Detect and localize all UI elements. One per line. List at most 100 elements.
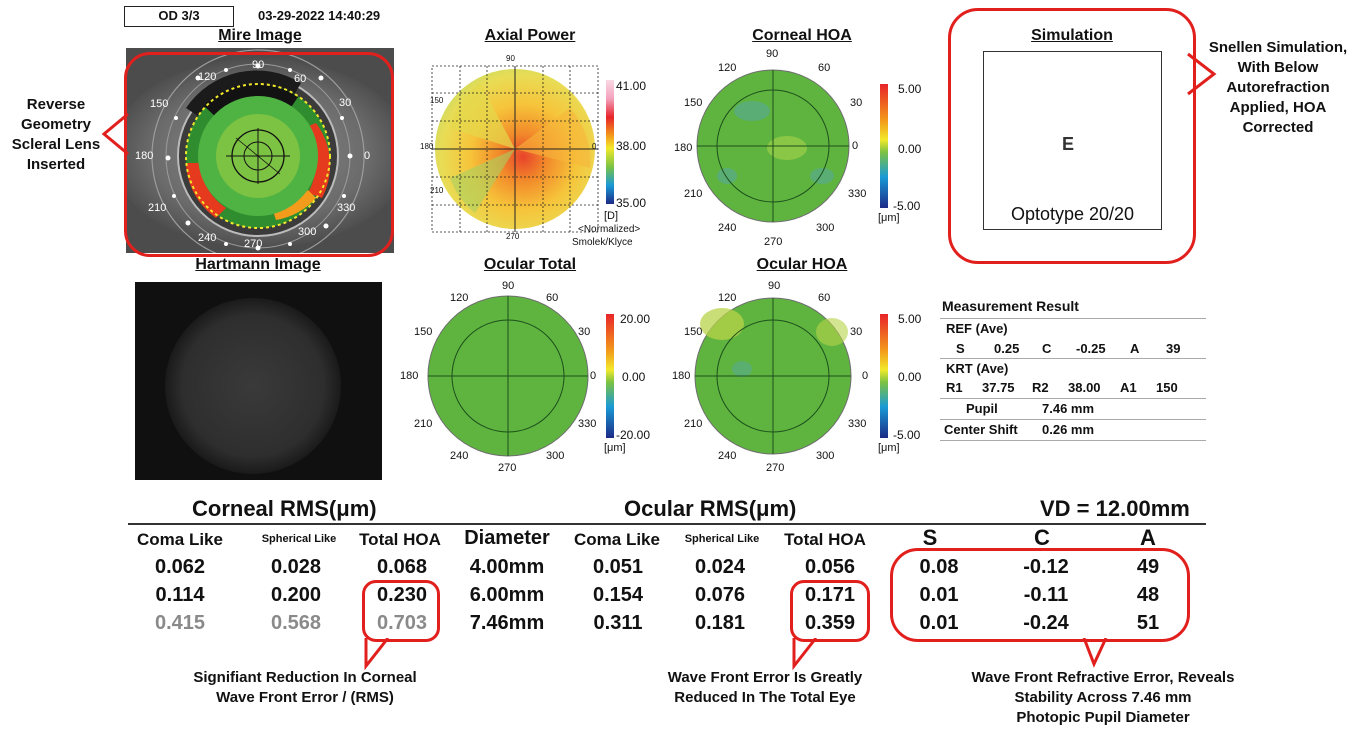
mr-divider-2 <box>940 358 1206 359</box>
ref-a-value: 39 <box>1166 341 1181 356</box>
chn-90: 90 <box>766 48 779 60</box>
r1-c: -0.12 <box>1023 556 1069 578</box>
r1-diameter: 4.00mm <box>469 556 545 578</box>
ocular-hoa-title: Ocular HOA <box>756 256 848 273</box>
otl-90: 90 <box>502 280 515 292</box>
mire-label-150: 150 <box>150 98 169 110</box>
total-eye-callout: Wave Front Error Is Greatly Reduced In T… <box>667 669 863 706</box>
r3-ocoma: 0.311 <box>593 612 643 634</box>
krt-r1-value: 37.75 <box>982 380 1015 395</box>
r3-total: 0.703 <box>376 612 428 634</box>
mire-label-30: 30 <box>339 97 352 109</box>
r3-a: 51 <box>1136 612 1160 634</box>
otl-60: 60 <box>546 292 559 304</box>
ohl-60: 60 <box>818 292 831 304</box>
ocular-hoa-scale-top: 5.00 <box>898 312 922 326</box>
ohl-180: 180 <box>672 370 691 382</box>
col-spherical-like: Spherical Like <box>261 533 337 545</box>
corneal-reduction-callout: Signifiant Reduction In Corneal Wave Fro… <box>193 669 417 706</box>
corneal-hoa-scale-bar <box>880 84 888 208</box>
otl-300: 300 <box>546 450 565 462</box>
otl-330: 330 <box>578 418 597 430</box>
r2-coma: 0.114 <box>155 584 205 606</box>
axial-scale-bar <box>606 80 614 204</box>
r1-a: 49 <box>1136 556 1160 578</box>
ocular-callout-pointer <box>792 638 818 670</box>
refractive-stability-callout: Wave Front Refractive Error, Reveals Sta… <box>971 669 1235 726</box>
chn-60: 60 <box>818 62 831 74</box>
eye-label: OD 3/3 <box>124 6 234 27</box>
chn-240: 240 <box>718 222 737 234</box>
ocular-total-map <box>420 284 600 464</box>
corneal-hoa-map <box>692 56 872 236</box>
axl-0: 0 <box>592 142 597 151</box>
refraction-highlight <box>890 548 1190 642</box>
chn-270: 270 <box>764 236 783 248</box>
ocular-total-hoa-highlight <box>790 580 870 642</box>
axial-scale-unit: [D] <box>604 210 619 222</box>
r1-coma: 0.062 <box>154 556 206 578</box>
ohl-330: 330 <box>848 418 867 430</box>
hartmann-image <box>135 282 382 480</box>
ocular-total-title: Ocular Total <box>483 256 577 273</box>
krt-r1-label: R1 <box>946 380 963 395</box>
ocular-total-scale-top: 20.00 <box>620 312 651 326</box>
hartmann-image-title: Hartmann Image <box>195 256 321 273</box>
pupil-label: Pupil <box>966 401 998 416</box>
col-total-hoa: Total HOA <box>359 530 441 549</box>
r3-ospherical: 0.181 <box>694 612 746 634</box>
vd-heading: VD = 12.00mm <box>1040 496 1190 521</box>
col-c: C <box>1034 525 1050 550</box>
r3-ototal: 0.359 <box>804 612 856 634</box>
col-a: A <box>1140 525 1156 550</box>
center-shift-value: 0.26 mm <box>1042 422 1095 437</box>
chn-150: 150 <box>684 97 703 109</box>
r2-ospherical: 0.076 <box>694 584 746 606</box>
ohl-270: 270 <box>766 462 785 474</box>
r2-ototal: 0.171 <box>804 584 856 606</box>
r1-ocoma: 0.051 <box>592 556 644 578</box>
r3-spherical: 0.568 <box>270 612 322 634</box>
ohl-0: 0 <box>862 370 869 382</box>
mire-label-180: 180 <box>135 150 154 162</box>
ohl-90: 90 <box>768 280 781 292</box>
mire-label-0: 0 <box>364 150 371 162</box>
otl-150: 150 <box>414 326 433 338</box>
mire-label-240: 240 <box>198 232 217 244</box>
ohl-150: 150 <box>684 326 703 338</box>
mire-image <box>126 48 394 253</box>
chn-180: 180 <box>674 142 693 154</box>
r1-spherical: 0.028 <box>270 556 322 578</box>
axl-270: 270 <box>506 232 520 241</box>
r3-diameter: 7.46mm <box>469 612 545 634</box>
axial-scale-mid: 38.00 <box>616 139 647 153</box>
otl-240: 240 <box>450 450 469 462</box>
r2-ocoma: 0.154 <box>592 584 644 606</box>
mire-highlight-box <box>124 52 394 257</box>
mr-divider-5 <box>940 440 1206 441</box>
chn-120: 120 <box>718 62 737 74</box>
ocular-total-scale-mid: 0.00 <box>622 370 646 384</box>
r2-spherical: 0.200 <box>270 584 322 606</box>
axial-power-map <box>420 48 620 248</box>
corneal-hoa-scale-unit: [μm] <box>878 212 900 224</box>
axl-90: 90 <box>506 54 515 63</box>
r1-ototal: 0.056 <box>804 556 856 578</box>
chn-300: 300 <box>816 222 835 234</box>
ocular-total-scale-bar <box>606 314 614 438</box>
r2-c: -0.11 <box>1023 584 1069 606</box>
mire-image-title: Mire Image <box>218 27 302 44</box>
center-shift-label: Center Shift <box>944 422 1018 437</box>
col-s: S <box>922 525 938 550</box>
krt-ave-label: KRT (Ave) <box>946 361 1009 376</box>
chn-0: 0 <box>852 140 859 152</box>
chn-210: 210 <box>684 188 703 200</box>
corneal-callout-pointer <box>364 638 390 670</box>
axial-normalized-note: <Normalized> <box>578 224 641 235</box>
ocular-hoa-scale-bar <box>880 314 888 438</box>
ohl-30: 30 <box>850 326 863 338</box>
ref-a-label: A <box>1130 341 1140 356</box>
otl-120: 120 <box>450 292 469 304</box>
right-callout-pointer <box>1187 52 1217 96</box>
rms-table-divider <box>128 523 1206 525</box>
